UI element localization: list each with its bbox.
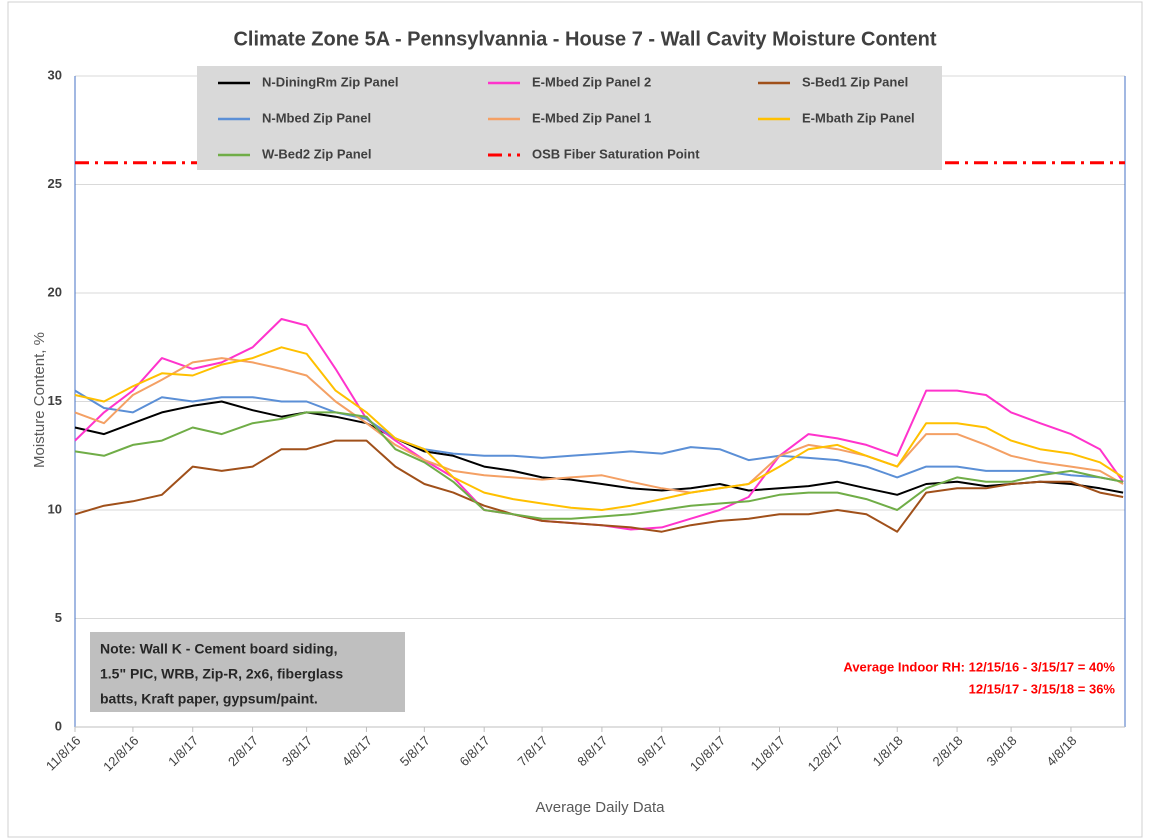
note-text: 1.5" PIC, WRB, Zip-R, 2x6, fiberglass bbox=[100, 666, 343, 682]
y-axis-title: Moisture Content, % bbox=[31, 332, 48, 468]
series-line bbox=[74, 411, 1124, 520]
legend-label: N-Mbed Zip Panel bbox=[262, 110, 371, 125]
legend-label: E-Mbath Zip Panel bbox=[802, 110, 915, 125]
y-tick-label: 15 bbox=[48, 393, 62, 408]
legend-label: OSB Fiber Saturation Point bbox=[532, 146, 700, 161]
note-text: batts, Kraft paper, gypsum/paint. bbox=[100, 691, 318, 707]
series-line bbox=[74, 357, 1124, 494]
legend: N-DiningRm Zip Panel E-Mbed Zip Panel 2 S-… bbox=[197, 66, 942, 170]
note-box bbox=[90, 632, 405, 712]
y-tick-label: 30 bbox=[48, 67, 62, 82]
y-tick-label: 10 bbox=[48, 501, 62, 516]
y-tick-label: 5 bbox=[55, 610, 62, 625]
legend-label: N-DiningRm Zip Panel bbox=[262, 74, 399, 89]
legend-label: S-Bed1 Zip Panel bbox=[802, 74, 908, 89]
legend-label: W-Bed2 Zip Panel bbox=[262, 146, 372, 161]
chart-title: Climate Zone 5A - Pennsylvannia - House … bbox=[233, 28, 936, 50]
y-tick-label: 0 bbox=[55, 718, 62, 733]
annotation: 12/15/17 - 3/15/18 = 36% bbox=[969, 681, 1116, 696]
series-line bbox=[74, 389, 1124, 483]
note: Note: Wall K - Cement board siding, 1.5"… bbox=[90, 632, 405, 712]
y-tick-label: 20 bbox=[48, 284, 62, 299]
legend-box bbox=[197, 66, 942, 170]
series-line bbox=[74, 400, 1124, 496]
series-line bbox=[74, 346, 1124, 511]
note-text: Note: Wall K - Cement board siding, bbox=[100, 641, 338, 657]
legend-label: E-Mbed Zip Panel 2 bbox=[532, 74, 651, 89]
series-line bbox=[74, 439, 1124, 533]
annotation: Average Indoor RH: 12/15/16 - 3/15/17 = … bbox=[843, 659, 1115, 674]
legend-label: E-Mbed Zip Panel 1 bbox=[532, 110, 651, 125]
y-tick-label: 25 bbox=[48, 176, 62, 191]
x-axis-title: Average Daily Data bbox=[536, 799, 666, 816]
